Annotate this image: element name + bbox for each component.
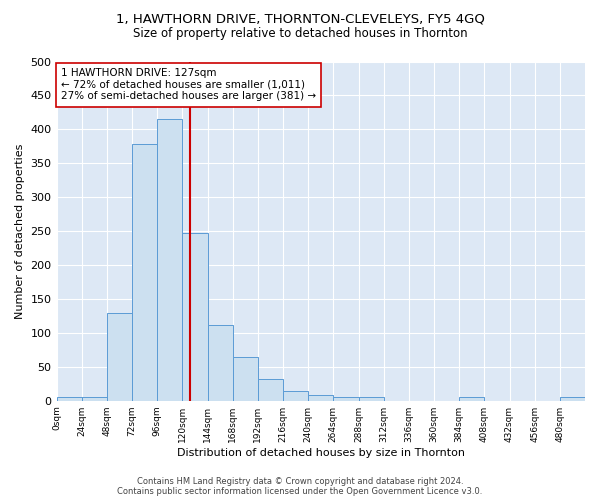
- Bar: [82, 398, 107, 400]
- Text: 1 HAWTHORN DRIVE: 127sqm
← 72% of detached houses are smaller (1,011)
27% of sem: 1 HAWTHORN DRIVE: 127sqm ← 72% of detach…: [61, 68, 316, 102]
- Bar: [258, 379, 283, 400]
- Bar: [283, 391, 308, 400]
- Bar: [208, 324, 233, 400]
- Text: Contains HM Land Registry data © Crown copyright and database right 2024.
Contai: Contains HM Land Registry data © Crown c…: [118, 476, 482, 496]
- Bar: [107, 312, 132, 400]
- Bar: [334, 396, 359, 400]
- Bar: [560, 398, 585, 400]
- Text: Size of property relative to detached houses in Thornton: Size of property relative to detached ho…: [133, 28, 467, 40]
- X-axis label: Distribution of detached houses by size in Thornton: Distribution of detached houses by size …: [177, 448, 465, 458]
- Bar: [132, 144, 157, 400]
- Bar: [359, 398, 383, 400]
- Bar: [308, 396, 334, 400]
- Y-axis label: Number of detached properties: Number of detached properties: [15, 144, 25, 319]
- Bar: [233, 356, 258, 401]
- Bar: [182, 233, 208, 400]
- Bar: [459, 398, 484, 400]
- Bar: [56, 398, 82, 400]
- Bar: [157, 119, 182, 400]
- Text: 1, HAWTHORN DRIVE, THORNTON-CLEVELEYS, FY5 4GQ: 1, HAWTHORN DRIVE, THORNTON-CLEVELEYS, F…: [116, 12, 484, 26]
